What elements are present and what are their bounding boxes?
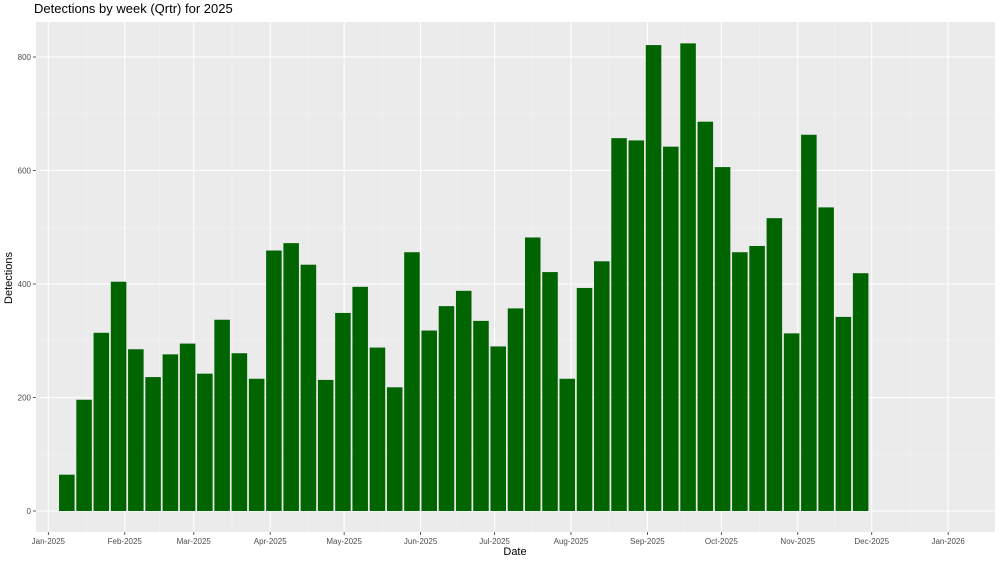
bar: [110, 281, 127, 511]
bar: [766, 218, 783, 512]
bar: [576, 287, 593, 511]
bar: [559, 378, 576, 511]
bar: [473, 320, 489, 511]
bar: [352, 286, 368, 511]
bar: [93, 332, 110, 511]
bar: [335, 312, 351, 511]
bar: [145, 377, 161, 511]
x-tick-label: Jan-2026: [931, 537, 965, 546]
bar: [732, 252, 748, 511]
y-tick-label: 800: [18, 53, 32, 62]
bar: [455, 290, 472, 511]
bar: [300, 264, 317, 511]
chart-title: Detections by week (Qrtr) for 2025: [34, 1, 233, 16]
bar: [231, 353, 248, 511]
x-tick-label: Jan-2025: [32, 537, 66, 546]
bar: [697, 121, 714, 511]
y-axis-title: Detections: [3, 252, 15, 304]
y-tick-label: 0: [27, 507, 32, 516]
x-tick-label: Nov-2025: [780, 537, 815, 546]
bar: [266, 250, 282, 511]
bars: [59, 43, 869, 512]
x-tick-label: Feb-2025: [108, 537, 143, 546]
bar: [386, 387, 403, 511]
bar: [680, 43, 696, 511]
bar: [76, 399, 92, 511]
x-tick-label: Jun-2025: [404, 537, 438, 546]
x-tick-label: Jul-2025: [479, 537, 510, 546]
bar: [490, 346, 507, 511]
x-axis-title: Date: [503, 546, 526, 558]
x-tick-label: Apr-2025: [254, 537, 287, 546]
bar: [197, 373, 213, 511]
x-tick-label: May-2025: [326, 537, 362, 546]
bar: [645, 45, 662, 512]
bar: [611, 138, 627, 511]
bar: [507, 308, 524, 511]
bar: [818, 207, 834, 511]
x-tick-label: Sep-2025: [630, 537, 665, 546]
y-tick-label: 600: [18, 167, 32, 176]
y-axis: 0 200 400 600 800: [18, 53, 36, 516]
bar: [438, 306, 455, 511]
y-tick-label: 400: [18, 280, 32, 289]
bar: [128, 349, 144, 511]
x-tick-label: Mar-2025: [177, 537, 212, 546]
x-tick-label: Oct-2025: [705, 537, 738, 546]
bar: [801, 134, 817, 511]
bar: [317, 379, 334, 511]
bar: [421, 330, 437, 511]
bar: [852, 273, 869, 511]
bar: [369, 347, 386, 511]
bar: [594, 261, 610, 511]
bar: [283, 243, 299, 511]
bar: [628, 140, 645, 512]
bar: [542, 272, 558, 511]
bar: [714, 167, 731, 511]
x-tick-label: Dec-2025: [854, 537, 889, 546]
bar: [524, 237, 541, 511]
bar: [248, 378, 265, 511]
bar: [162, 354, 179, 511]
bar: [179, 343, 196, 511]
bar: [749, 245, 765, 512]
bar: [214, 319, 230, 511]
bar: [835, 316, 852, 511]
bar: [663, 146, 679, 512]
bar: [783, 333, 800, 511]
bar: [404, 252, 420, 511]
x-axis: Jan-2025 Feb-2025 Mar-2025 Apr-2025 May-2025…: [32, 532, 965, 546]
y-tick-label: 200: [18, 394, 32, 403]
bar: [59, 474, 75, 511]
x-tick-label: Aug-2025: [554, 537, 589, 546]
